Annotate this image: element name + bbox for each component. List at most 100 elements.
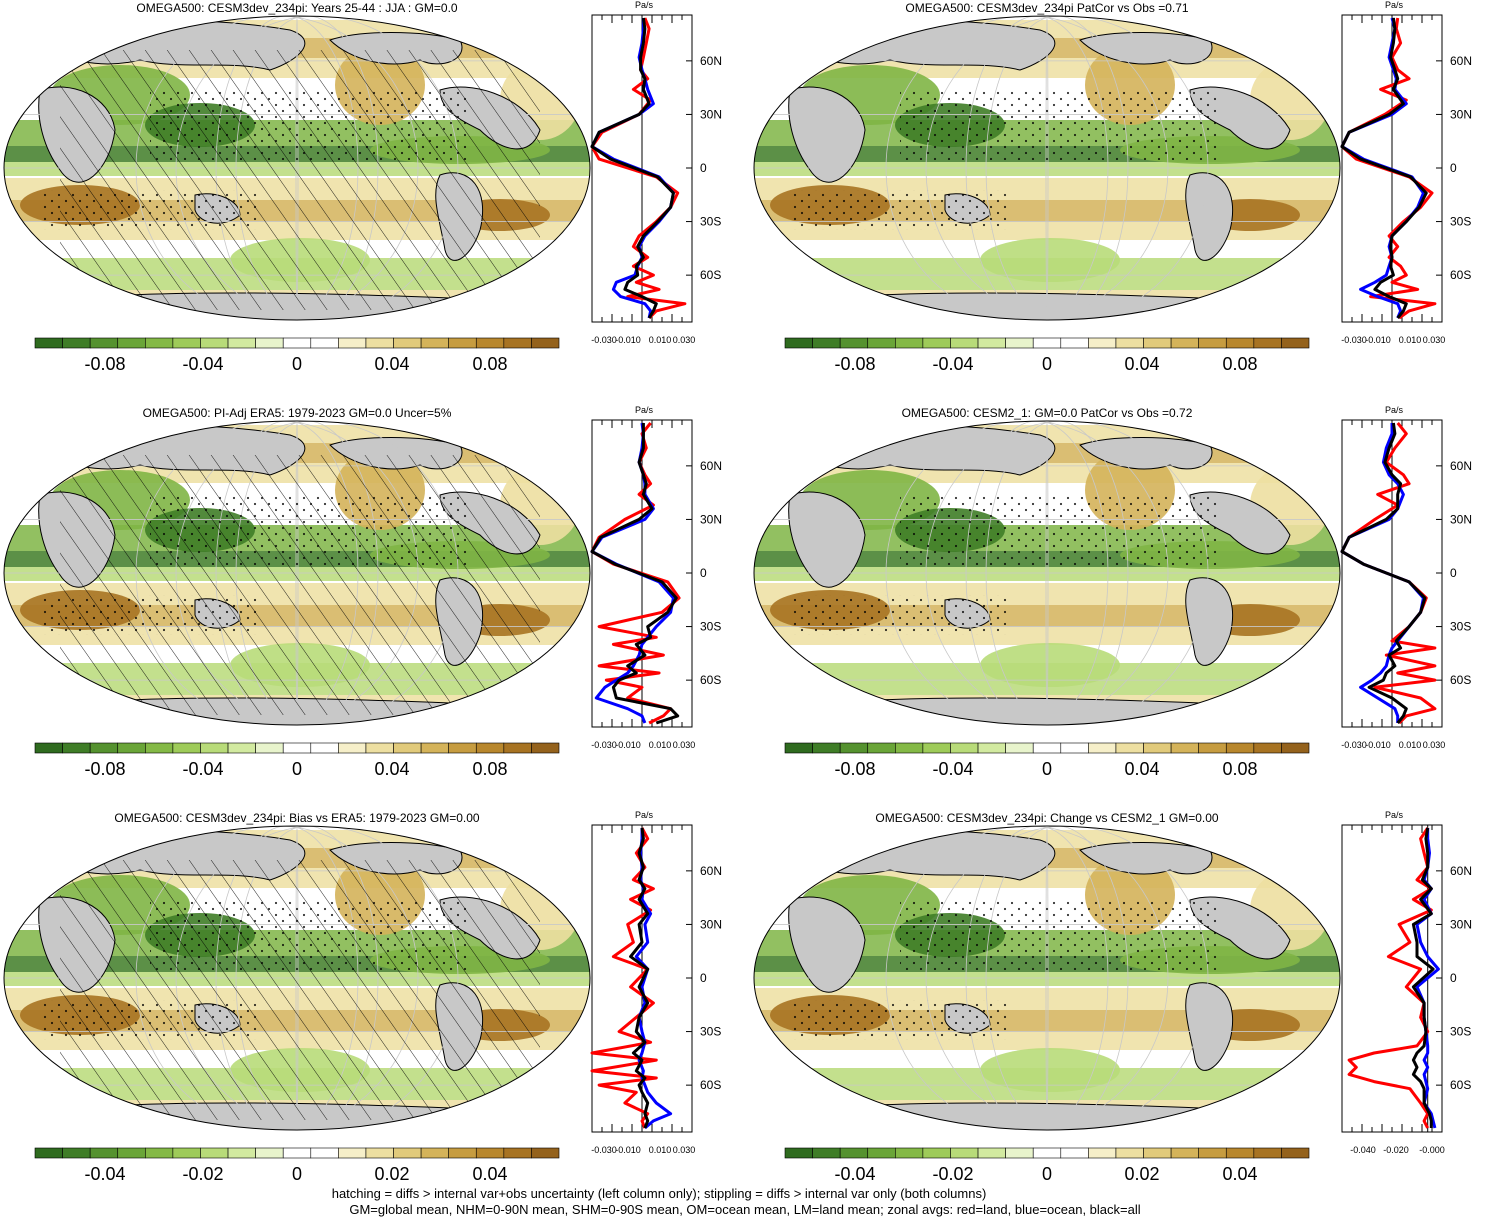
meridian-line — [1045, 16, 1049, 320]
lat-tick-label: 0 — [700, 161, 707, 175]
colorbar-swatch — [393, 1147, 422, 1159]
map-border — [3, 15, 591, 321]
footnote-abbreviations: GM=global mean, NHM=0-90N mean, SHM=0-90… — [349, 1202, 1141, 1217]
colorbar-swatch — [922, 742, 951, 754]
profile-series-line — [590, 423, 680, 725]
meridian-line — [985, 421, 1129, 725]
colorbar-swatch — [255, 337, 284, 349]
colorbar-swatch — [895, 1147, 924, 1159]
meridian-line — [985, 16, 1129, 320]
colorbar-tick-label: -0.08 — [84, 354, 125, 374]
profile-series-line — [590, 422, 681, 725]
colorbar-swatch — [200, 337, 229, 349]
colorbar-swatch — [145, 1147, 174, 1159]
map-field — [4, 421, 590, 725]
colorbar-tick-label: -0.02 — [932, 1164, 973, 1184]
lat-tick-label: 60S — [1450, 268, 1471, 282]
colorbar-swatch — [812, 1147, 841, 1159]
colorbar-swatch — [867, 337, 896, 349]
field-blob — [980, 1048, 1120, 1092]
meridian-line — [885, 421, 1169, 725]
colorbar-swatch — [784, 742, 813, 754]
profile-unit-label: Pa/s — [1385, 0, 1404, 10]
colorbar-swatch — [1088, 337, 1117, 349]
colorbar-swatch — [867, 742, 896, 754]
zonal-profile: Pa/s -0.040 -0.020 -0.000 60N 30N 0 30S 60S — [1341, 810, 1472, 1155]
lat-tick-label: 60S — [700, 1078, 721, 1092]
colorbar-swatch — [1088, 742, 1117, 754]
colorbar-swatch — [227, 742, 256, 754]
profile-x-tick-label: -0.010 — [615, 1145, 641, 1155]
lat-tick-label: 30S — [1450, 620, 1471, 634]
lat-tick-label: 60S — [700, 268, 721, 282]
colorbar-tick-label: -0.04 — [182, 759, 223, 779]
lat-tick-label: 60S — [700, 673, 721, 687]
profile-x-tick-label: 0.030 — [673, 740, 696, 750]
land-mass — [788, 896, 866, 993]
colorbar-swatch — [531, 742, 560, 754]
profile-x-tick-label: -0.000 — [1419, 1145, 1445, 1155]
panel-2: OMEGA500: CESM3dev_234pi PatCor vs Obs =… — [753, 0, 1472, 374]
colorbar-tick-label: 0.04 — [1124, 354, 1159, 374]
lat-tick-label: 0 — [1450, 971, 1457, 985]
map-field — [754, 16, 1340, 320]
colorbar-swatch — [310, 742, 339, 754]
zonal-profile: Pa/s -0.030-0.010 0.010 0.030 60N 30N 0 30S 60S — [590, 810, 722, 1155]
colorbar-swatch — [1143, 1147, 1172, 1159]
colorbar-swatch — [977, 337, 1006, 349]
colorbar-swatch — [200, 742, 229, 754]
profile-x-tick-label: -0.030 — [1341, 740, 1367, 750]
colorbar-swatch — [1115, 742, 1144, 754]
colorbar-swatch — [1225, 1147, 1255, 1159]
zonal-profile: Pa/s -0.030-0.010 0.010 0.030 60N 30N 0 30S 60S — [1340, 0, 1472, 345]
colorbar-tick-label: -0.08 — [84, 759, 125, 779]
colorbar-swatch — [1005, 337, 1034, 349]
colorbar-swatch — [255, 1147, 284, 1159]
colorbar-swatch — [1032, 742, 1062, 754]
colorbar-tick-label: 0 — [1042, 354, 1052, 374]
profile-series-line — [590, 17, 675, 319]
lat-tick-label: 60S — [1450, 673, 1471, 687]
colorbar-swatch — [365, 337, 394, 349]
colorbar-swatch — [1143, 337, 1172, 349]
colorbar-swatch — [1281, 742, 1310, 754]
colorbar-swatch — [950, 337, 979, 349]
land-mass — [1185, 982, 1234, 1071]
profile-x-tick-label: 0.010 — [649, 740, 672, 750]
lat-tick-label: 30S — [700, 1025, 721, 1039]
lat-tick-label: 0 — [700, 971, 707, 985]
colorbar-swatch — [310, 1147, 339, 1159]
colorbar-swatch — [448, 337, 477, 349]
land-mass — [788, 491, 866, 588]
colorbar-swatch — [1088, 1147, 1117, 1159]
world-map — [3, 420, 591, 726]
footnote-hatching-legend: hatching = diffs > internal var+obs unce… — [331, 1186, 987, 1201]
colorbar-swatch — [62, 337, 91, 349]
colorbar-swatch — [895, 742, 924, 754]
colorbar-swatch — [448, 742, 477, 754]
stippling — [900, 90, 1220, 160]
colorbar-swatch — [839, 337, 869, 349]
world-map — [753, 15, 1341, 321]
colorbar-swatch — [62, 742, 91, 754]
colorbar-swatch — [1198, 337, 1227, 349]
lat-tick-label: 60N — [1450, 54, 1472, 68]
colorbar-swatch — [867, 1147, 896, 1159]
profile-unit-label: Pa/s — [635, 810, 654, 820]
map-border — [753, 15, 1341, 321]
colorbar-swatch — [950, 1147, 979, 1159]
lat-tick-label: 30S — [1450, 1025, 1471, 1039]
colorbar-swatch — [255, 742, 284, 754]
profile-x-tick-label: -0.010 — [1365, 335, 1391, 345]
colorbar-tick-label: 0 — [1042, 759, 1052, 779]
panel-6: OMEGA500: CESM3dev_234pi: Change vs CESM… — [753, 810, 1472, 1184]
colorbar-swatch — [950, 742, 979, 754]
panel-title: OMEGA500: CESM3dev_234pi: Years 25-44 : … — [136, 1, 458, 15]
colorbar-tick-label: 0.08 — [1222, 354, 1257, 374]
lat-tick-label: 30N — [1450, 917, 1472, 931]
land-mass — [1185, 172, 1234, 261]
colorbar-swatch — [784, 1147, 813, 1159]
colorbar-swatch — [338, 1147, 367, 1159]
map-border — [753, 420, 1341, 726]
stippling — [790, 190, 1010, 230]
